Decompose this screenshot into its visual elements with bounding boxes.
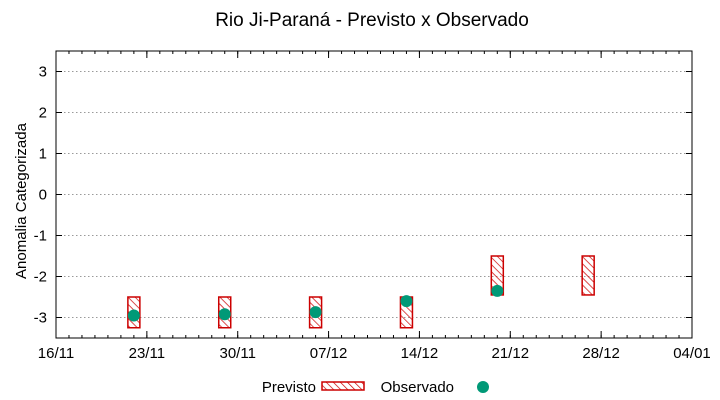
- x-tick-label: 07/12: [310, 345, 348, 362]
- legend-marker-observado: [477, 381, 489, 393]
- chart-title: Rio Ji-Paraná - Previsto x Observado: [215, 10, 529, 31]
- x-tick-label: 14/12: [401, 345, 439, 362]
- x-tick-label: 04/01: [673, 345, 711, 362]
- observado-series: [127, 284, 504, 322]
- legend: Previsto Observado: [262, 379, 489, 396]
- legend-label-observado: Observado: [381, 379, 454, 396]
- x-tick-label: 16/11: [38, 345, 74, 362]
- observado-point: [218, 308, 231, 321]
- y-tick-label: -3: [34, 310, 47, 327]
- y-tick-label: -2: [34, 269, 47, 286]
- legend-label-previsto: Previsto: [262, 379, 316, 396]
- y-tick-label: 1: [39, 146, 47, 163]
- previsto-series: [127, 255, 595, 329]
- y-tick-label: 0: [39, 187, 47, 204]
- y-axis-label: Anomalia Categorizada: [13, 122, 30, 279]
- x-tick-label: 30/11: [219, 345, 255, 362]
- x-tick-label: 28/12: [582, 345, 620, 362]
- previsto-box: [581, 255, 595, 296]
- grid: [56, 71, 692, 318]
- legend-swatch-previsto: [321, 381, 365, 391]
- x-tick-label: 23/11: [129, 345, 165, 362]
- observado-point: [309, 306, 322, 319]
- y-tick-label: -1: [34, 228, 47, 245]
- observado-point: [491, 284, 504, 297]
- x-tick-label: 21/12: [492, 345, 530, 362]
- y-tick-label: 2: [39, 105, 47, 122]
- axis-ticks: 3 2 1 0 -1 -2 -3 16/11 23/11 30/11 07/12 14/12 21/12…: [34, 51, 711, 362]
- observado-point: [127, 309, 140, 322]
- observado-point: [400, 295, 413, 308]
- y-tick-label: 3: [39, 64, 47, 81]
